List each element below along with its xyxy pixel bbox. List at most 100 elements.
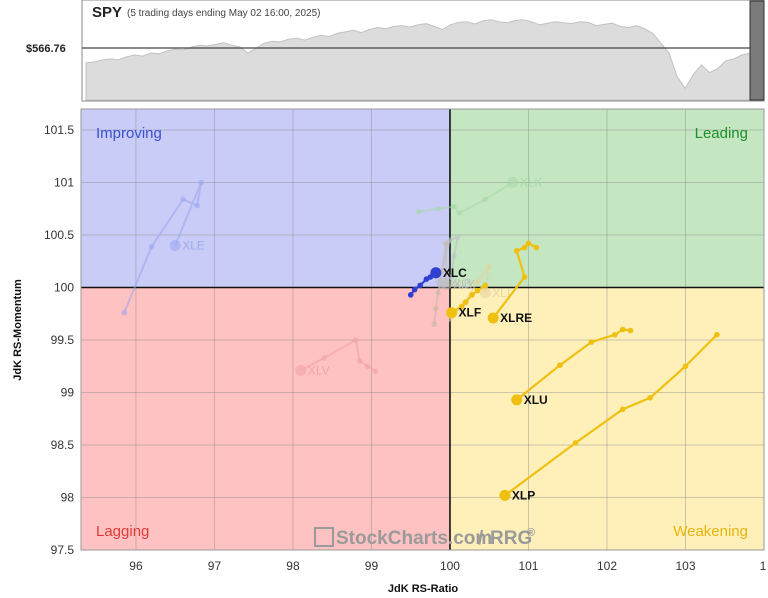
tail-point — [462, 299, 469, 306]
y-tick-label: 97.5 — [51, 543, 75, 557]
tail-xle[interactable]: XLE — [121, 179, 205, 316]
x-tick-label: 98 — [286, 559, 300, 573]
sector-label-xly: XLY — [453, 277, 475, 291]
head-point-xlu[interactable] — [511, 394, 523, 406]
tail-point — [682, 363, 689, 370]
watermark-separator: / — [478, 528, 484, 549]
quadrant-label-lagging: Lagging — [96, 523, 149, 540]
tail-xlc[interactable]: XLC — [407, 266, 467, 298]
x-axis-title: JdK RS-Ratio — [388, 583, 459, 595]
sector-label-xlu: XLU — [524, 393, 548, 407]
head-point-xlp[interactable] — [499, 489, 511, 501]
x-tick-label: 1 — [760, 559, 767, 573]
sector-label-xlf: XLF — [459, 306, 482, 320]
tail-point — [619, 406, 626, 413]
spy-subtitle: (5 trading days ending May 02 16:00, 202… — [127, 8, 320, 19]
tail-point — [435, 289, 442, 296]
tail-point — [180, 196, 186, 203]
head-point-xlc[interactable] — [430, 267, 442, 279]
tail-point — [451, 253, 457, 259]
tail-line-xlk — [418, 181, 514, 214]
sector-label-xlk: XLK — [520, 176, 543, 190]
tail-point — [572, 440, 579, 446]
quadrant-weakening — [449, 287, 764, 550]
tail-point — [148, 243, 155, 250]
tail-point — [525, 240, 532, 247]
y-tick-label: 101.5 — [44, 123, 74, 137]
head-point-xlf[interactable] — [446, 307, 458, 319]
tail-point — [714, 331, 720, 338]
tail-point — [417, 282, 423, 289]
tail-point — [372, 368, 379, 375]
tail-xlf[interactable]: XLF — [446, 282, 489, 320]
sector-label-xle: XLE — [182, 239, 205, 253]
tail-point — [121, 309, 127, 316]
y-axis-title: JdK RS-Momentum — [12, 279, 24, 381]
head-point-xli[interactable] — [479, 287, 491, 299]
tail-point — [352, 337, 359, 343]
head-point-xlv[interactable] — [295, 364, 307, 376]
spy-price-label: $566.76 — [26, 43, 66, 55]
x-tick-label: 101 — [518, 559, 538, 573]
tail-point — [557, 362, 563, 369]
quadrant-leading — [449, 109, 764, 288]
tail-xlp[interactable]: XLP — [499, 331, 720, 502]
spy-panel: SPY (5 trading days ending May 02 16:00,… — [26, 0, 765, 102]
head-point-xlk[interactable] — [507, 177, 519, 188]
tail-line-xle — [123, 181, 203, 314]
tail-point — [474, 287, 481, 294]
sector-label-xlre: XLRE — [500, 311, 532, 325]
tail-point — [627, 327, 634, 334]
tail-point — [407, 292, 414, 298]
quadrant-label-leading: Leading — [695, 125, 748, 142]
tail-point — [458, 303, 465, 310]
y-tick-label: 101 — [54, 176, 74, 190]
tail-point — [194, 202, 200, 209]
tail-point — [486, 263, 493, 270]
tail-point — [482, 196, 489, 203]
spy-symbol: SPY — [92, 4, 122, 21]
sector-label-xlv: XLV — [308, 363, 330, 377]
tail-point — [588, 339, 595, 345]
x-tick-label: 100 — [440, 559, 460, 573]
tail-xlv[interactable]: XLV — [295, 337, 379, 377]
spy-price-area — [85, 19, 751, 101]
tail-point — [447, 237, 453, 244]
sector-label-xli: XLI — [492, 286, 510, 300]
head-point-xlre[interactable] — [487, 312, 499, 324]
stockcharts-watermark: StockCharts.com / RRG ® — [314, 527, 535, 549]
tail-point — [612, 331, 618, 338]
tail-point — [521, 274, 528, 280]
y-tick-label: 98 — [61, 491, 75, 505]
x-tick-label: 102 — [597, 559, 617, 573]
y-tick-label: 98.5 — [51, 438, 75, 452]
sector-label-xlp: XLP — [512, 488, 535, 502]
quadrant-label-improving: Improving — [96, 125, 162, 142]
tail-xlb[interactable]: XLB — [435, 234, 472, 290]
sector-label-xlb: XLB — [449, 276, 472, 290]
y-tick-label: 100 — [54, 281, 74, 295]
watermark-rrg: RRG — [490, 528, 532, 549]
tail-xlu[interactable]: XLU — [511, 326, 634, 407]
tail-point — [321, 355, 328, 361]
tail-point — [356, 358, 363, 364]
head-point-xlb[interactable] — [436, 277, 448, 289]
quadrant-backgrounds — [81, 109, 764, 550]
tail-point — [443, 240, 449, 247]
tail-xlre[interactable]: XLRE — [487, 240, 540, 325]
center-axes — [81, 109, 764, 550]
x-tick-label: 97 — [208, 559, 222, 573]
x-tick-label: 103 — [675, 559, 695, 573]
spy-window-highlight[interactable] — [750, 1, 764, 100]
sector-label-xlc: XLC — [443, 266, 467, 280]
tail-point — [521, 244, 528, 251]
quadrant-improving — [81, 109, 450, 288]
tail-point — [411, 286, 418, 293]
tail-point — [647, 394, 653, 401]
head-point-xle[interactable] — [169, 240, 181, 251]
tail-xlk[interactable]: XLK — [415, 176, 543, 216]
tail-point — [469, 292, 475, 298]
tail-point — [433, 305, 439, 312]
spy-window-border — [749, 0, 765, 101]
